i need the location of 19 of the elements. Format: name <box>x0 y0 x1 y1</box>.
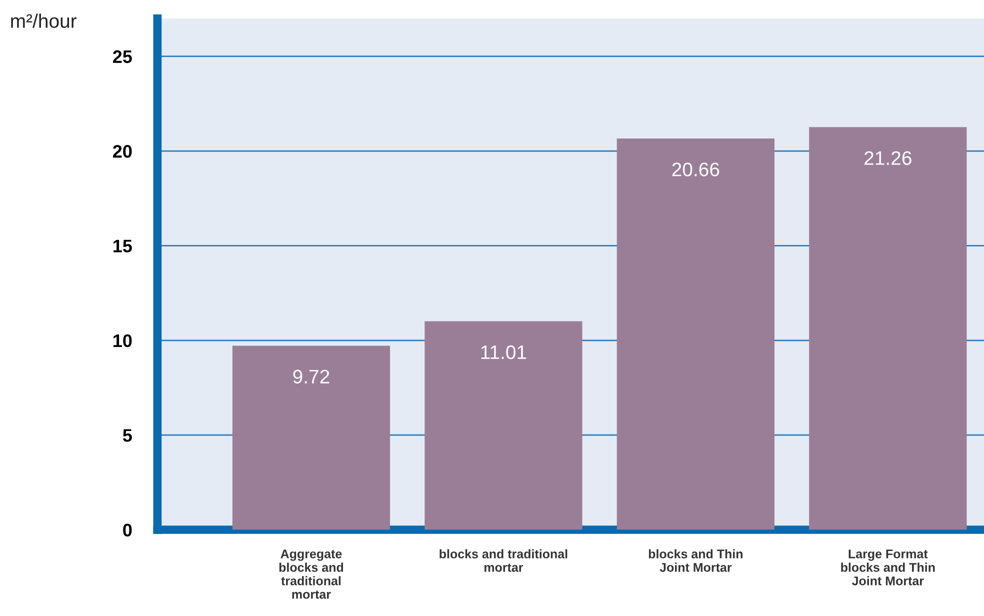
bar <box>809 127 967 530</box>
y-tick-label: 25 <box>112 50 132 64</box>
x-tick-label: blocks and traditional mortar <box>440 549 568 572</box>
data-label: 20.66 <box>672 162 720 176</box>
y-tick-label: 0 <box>123 524 132 536</box>
bar <box>424 321 582 530</box>
y-tick-label: 10 <box>113 334 132 348</box>
data-label: 9.72 <box>293 370 330 384</box>
x-tick-label: blocks and Thin Joint Mortar <box>648 549 742 572</box>
data-label: 21.26 <box>864 151 912 165</box>
bar <box>232 346 390 530</box>
y-axis-title: m²/hour <box>11 14 77 28</box>
data-label: 11.01 <box>481 345 526 360</box>
x-tick-label: Aggregate blocks and traditional mortar <box>279 550 344 599</box>
bar <box>616 138 774 530</box>
y-tick-label: 15 <box>113 240 132 252</box>
y-tick-label: 5 <box>122 429 132 442</box>
x-tick-label: Large Format blocks and Thin Joint Mortar <box>841 550 935 586</box>
y-tick-label: 20 <box>112 144 132 158</box>
